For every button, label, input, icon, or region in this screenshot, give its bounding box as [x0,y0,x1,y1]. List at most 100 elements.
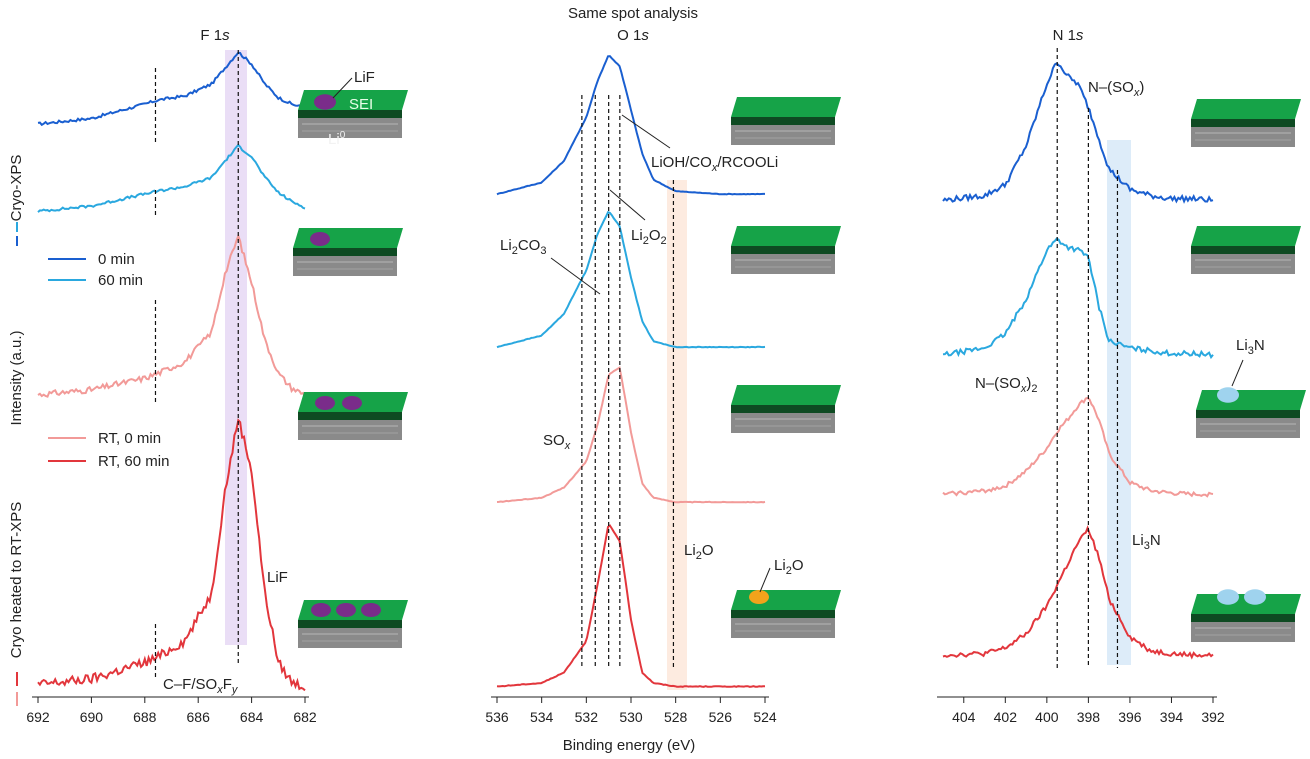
cartoon-li2o-dome [749,590,769,604]
cartoon-li3n-dome-a [1217,387,1239,403]
cartoon-lif-dome-e [311,603,331,617]
x-tick-label-2-5: 394 [1160,709,1184,725]
x-tick-label-0-1: 690 [80,709,104,725]
spectrum-2-2 [942,396,1214,498]
spectrum-2-0 [942,62,1214,204]
group-label-rt: Cryo heated to RT-XPS [8,502,25,658]
o1s-sox-label: SOx [543,432,571,452]
cartoon-lif-dome-a [314,94,336,110]
reference-lines [154,48,1119,678]
x-axis-label: Binding energy (eV) [563,737,696,754]
n1s-nsox2-label: N–(SOx)2 [975,375,1037,395]
panel-title-o1s: O 1s [617,27,649,44]
cartoon-f1s-1-li-layer [298,118,402,138]
cartoon-o1s-4-sei-layer [731,610,835,618]
cartoon-f1s-4 [298,600,408,648]
x-tick-label-1-3: 530 [619,709,643,725]
spectrum-0-2 [37,233,306,398]
cartoon-lif-dome-f [336,603,356,617]
spectrum-0-0 [37,51,306,127]
spectrum-1-0 [496,55,765,196]
cartoon-f1s-2-li-layer [293,256,397,276]
x-tick-label-1-5: 526 [709,709,733,725]
x-tick-label-1-1: 534 [530,709,554,725]
spectrum-0-1 [37,143,306,213]
spectrum-1-2 [496,366,766,504]
cartoon-n1s-1-li-layer [1191,127,1295,147]
cartoon-o1s-1-li-layer [731,125,835,145]
x-tick-label-0-5: 682 [293,709,317,725]
cartoon-n1s-2-li-layer [1191,254,1295,274]
legend-label-3: RT, 60 min [98,453,169,470]
cartoon-o1s-1 [731,97,841,145]
cartoon-li2o-leader [759,567,771,593]
cartoon-f1s-4-li-layer [298,628,402,648]
cartoon-n1s-1-sei-layer [1191,119,1295,127]
spectrum-0-3 [37,418,306,692]
cartoon-o1s-1-sei-layer [731,117,835,125]
o1s-li2o-label: Li2O [684,542,713,562]
cartoon-lif-label: LiF [354,69,375,86]
spectrum-1-1 [496,210,766,349]
x-tick-label-0-0: 692 [26,709,50,725]
cartoon-o1s-4-li-layer [731,618,835,638]
x-tick-label-2-4: 396 [1118,709,1142,725]
cartoon-n1s-2-top [1191,226,1301,246]
li3n-highlight-band [1107,140,1131,665]
legend-label-0: 0 min [98,251,135,268]
cartoon-f1s-4-sei-layer [298,620,402,628]
cartoon-n1s-2-sei-layer [1191,246,1295,254]
sei-cartoons [293,90,1306,648]
y-axis-label: Intensity (a.u.) [8,330,25,425]
cartoon-li3n-dome-b [1217,589,1239,605]
x-tick-label-1-0: 536 [485,709,509,725]
x-tick-label-2-3: 398 [1077,709,1101,725]
cartoon-sei-label: SEI [349,96,373,113]
cartoon-f1s-2-sei-layer [293,248,397,256]
o1s-li2o2-label: Li2O2 [631,227,667,247]
o1s-lioh-leader [621,114,671,149]
spectra-curves [37,51,1214,692]
x-tick-label-2-2: 400 [1035,709,1059,725]
cartoon-li3n-dome-c [1244,589,1266,605]
cartoon-li2o-label: Li2O [774,557,803,577]
x-axes: 692 690 688 686 684 682 536 534 532 530 528 526 524 4… [26,696,1225,725]
x-tick-label-2-0: 404 [952,709,976,725]
cartoon-f1s-3-li-layer [298,420,402,440]
cartoon-li3n-label: Li3N [1236,337,1265,357]
cartoon-n1s-2 [1191,226,1301,274]
cartoon-f1s-3 [298,392,408,440]
legend-label-1: 60 min [98,272,143,289]
li2o-highlight-band [667,180,687,690]
cartoon-o1s-4-top [731,590,841,610]
cartoon-n1s-4-li-layer [1191,622,1295,642]
group-label-cryo: Cryo-XPS [8,155,25,222]
cartoon-n1s-1-top [1191,99,1301,119]
cartoon-n1s-3-top [1196,390,1306,410]
cartoon-o1s-2-top [731,226,841,246]
cartoon-o1s-1-top [731,97,841,117]
cartoon-o1s-2-li-layer [731,254,835,274]
n1s-li3n-label: Li3N [1132,532,1161,552]
cartoon-lif-dome-c [315,396,335,410]
cartoon-o1s-2-sei-layer [731,246,835,254]
lif-highlight-band [225,50,247,645]
cartoon-n1s-4-sei-layer [1191,614,1295,622]
panel-title-f1s: F 1s [200,27,230,44]
cartoon-li3n-leader [1231,359,1244,387]
x-tick-label-2-1: 402 [994,709,1018,725]
cartoon-n1s-3 [1196,387,1306,438]
spectrum-2-3 [942,525,1214,660]
o1s-lioh-label: LiOH/COx/RCOOLi [651,154,778,174]
legend-label-2: RT, 0 min [98,430,161,447]
cartoon-n1s-1 [1191,99,1301,147]
cartoon-lif-leader [332,77,353,99]
o1s-li2o2-leader [609,189,646,221]
x-tick-label-0-2: 688 [133,709,157,725]
cartoon-o1s-3-sei-layer [731,405,835,413]
cartoon-o1s-4 [731,590,841,638]
cartoon-o1s-3-top [731,385,841,405]
x-tick-label-1-4: 528 [664,709,688,725]
cartoon-f1s-1-sei-layer [298,110,402,118]
